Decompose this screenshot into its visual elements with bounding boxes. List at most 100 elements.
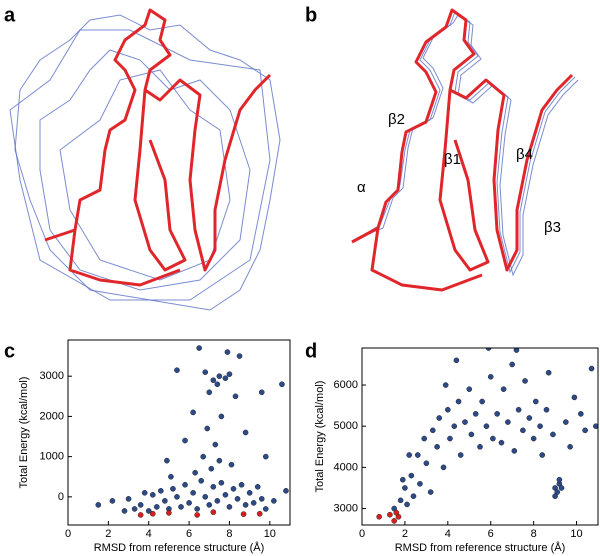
point — [212, 441, 219, 448]
point — [168, 473, 174, 480]
y-axis-label: Total Energy (kcal/mol) — [314, 381, 326, 493]
y-tick-label: 3000 — [334, 502, 358, 514]
structure-label: β4 — [516, 146, 533, 163]
point — [238, 481, 245, 488]
point — [258, 496, 265, 502]
point — [483, 423, 490, 430]
point — [210, 377, 217, 384]
x-tick-label: 0 — [65, 528, 71, 540]
point — [174, 494, 180, 500]
point — [487, 374, 494, 380]
point — [222, 375, 229, 382]
x-tick-label: 4 — [146, 528, 152, 540]
y-tick-label: 2000 — [40, 410, 64, 422]
point — [543, 406, 550, 413]
y-tick-label: 4000 — [334, 461, 358, 473]
point — [141, 490, 148, 496]
point — [242, 429, 249, 436]
point — [164, 457, 170, 464]
point — [402, 485, 408, 491]
panel-label: d — [305, 340, 317, 362]
x-tick-label: 10 — [570, 528, 582, 540]
point — [505, 419, 511, 425]
point — [149, 492, 156, 498]
point — [451, 423, 458, 430]
point — [170, 486, 176, 492]
point — [423, 460, 430, 467]
point — [376, 513, 382, 520]
point — [466, 386, 473, 392]
point — [256, 510, 263, 517]
point — [387, 511, 393, 518]
point — [194, 506, 200, 512]
point — [582, 427, 588, 434]
point — [262, 506, 269, 512]
point — [455, 398, 462, 405]
point — [214, 381, 221, 388]
point — [571, 394, 578, 401]
point — [537, 423, 543, 430]
x-tick-label: 2 — [402, 528, 408, 540]
point — [186, 500, 192, 506]
panel-label: a — [4, 4, 16, 26]
point — [145, 508, 152, 514]
point — [558, 485, 565, 491]
point — [593, 423, 598, 430]
y-axis-label: Total Energy (kcal/mol) — [18, 377, 30, 489]
point — [194, 512, 200, 518]
x-axis-label: RMSD from reference structure (Å) — [395, 541, 566, 554]
point — [414, 452, 421, 458]
point — [149, 510, 156, 517]
point — [567, 443, 573, 450]
point — [442, 382, 449, 388]
x-tick-label: 6 — [488, 528, 494, 540]
point — [397, 497, 404, 504]
point — [121, 508, 128, 514]
point — [427, 489, 434, 495]
point — [462, 419, 468, 425]
point — [513, 348, 520, 353]
point — [182, 437, 188, 444]
point — [162, 498, 168, 504]
point — [440, 464, 447, 471]
y-tick-label: 5000 — [334, 420, 358, 432]
point — [262, 453, 269, 460]
point — [530, 435, 537, 442]
y-tick-label: 3000 — [40, 370, 64, 382]
x-tick-label: 6 — [186, 528, 192, 540]
point — [204, 425, 211, 432]
point — [216, 373, 223, 379]
structure-label: β3 — [544, 219, 561, 236]
point — [453, 357, 460, 364]
point — [250, 500, 257, 506]
point — [236, 353, 243, 359]
point — [500, 386, 507, 392]
point — [125, 496, 132, 502]
structure-label: α — [357, 179, 366, 196]
x-tick-label: 8 — [226, 528, 232, 540]
point — [494, 411, 500, 417]
panel-label: c — [4, 340, 15, 362]
structure-label: β2 — [388, 111, 405, 128]
point — [550, 431, 556, 438]
point — [137, 502, 144, 508]
point — [232, 393, 239, 400]
y-tick-label: 6000 — [334, 379, 358, 391]
point — [545, 369, 552, 376]
point — [202, 369, 209, 375]
point — [477, 443, 483, 450]
plot-frame — [67, 339, 291, 526]
point — [526, 415, 533, 421]
point — [563, 419, 569, 425]
y-tick-label: 0 — [58, 491, 64, 503]
point — [511, 448, 518, 454]
point — [485, 348, 492, 351]
point — [434, 443, 440, 450]
point — [208, 465, 215, 472]
point — [240, 511, 247, 517]
point — [447, 435, 453, 442]
point — [182, 481, 188, 488]
point — [131, 506, 138, 512]
x-tick-label: 0 — [359, 528, 365, 540]
